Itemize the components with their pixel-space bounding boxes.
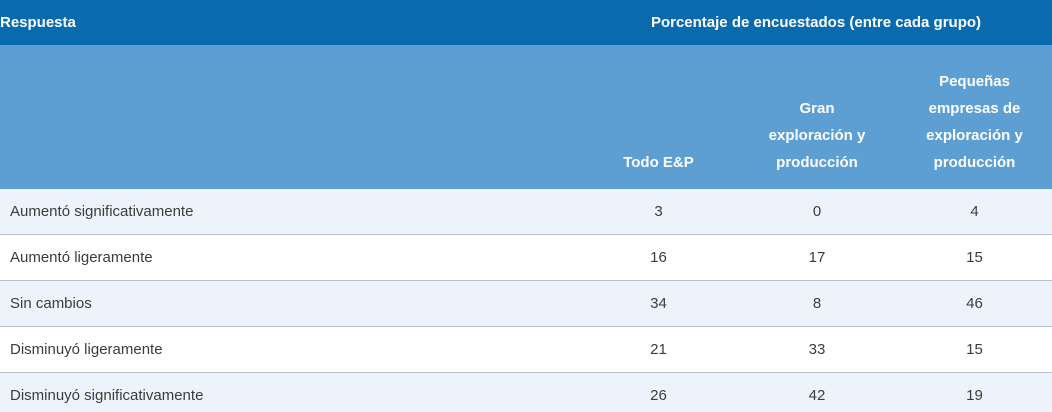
cell-value: 17 bbox=[737, 234, 897, 281]
cell-value: 16 bbox=[580, 234, 737, 281]
row-label: Disminuyó ligeramente bbox=[0, 326, 580, 373]
cell-value: 15 bbox=[897, 234, 1052, 281]
row-label: Sin cambios bbox=[0, 280, 580, 327]
cell-value: 15 bbox=[897, 326, 1052, 373]
table-row: Disminuyó ligeramente 21 33 15 bbox=[0, 326, 1052, 373]
cell-value: 42 bbox=[737, 372, 897, 412]
cell-value: 26 bbox=[580, 372, 737, 412]
cell-value: 33 bbox=[737, 326, 897, 373]
cell-value: 3 bbox=[654, 203, 663, 220]
table-row: Sin cambios 34 8 46 bbox=[0, 280, 1052, 327]
column-header-label: Todo E&P bbox=[623, 154, 694, 171]
table-row: Disminuyó significativamente 26 42 19 bbox=[0, 372, 1052, 412]
cell-value: 19 bbox=[897, 372, 1052, 412]
column-header-label: Gran exploración y producción bbox=[768, 100, 866, 171]
cell-value: 46 bbox=[897, 280, 1052, 327]
column-header-group: Porcentaje de encuestados (entre cada gr… bbox=[580, 0, 1052, 45]
sub-header-row: Todo E&P Gran exploración y producción P… bbox=[0, 45, 1052, 189]
column-header-gran-exploracion: Gran exploración y producción bbox=[737, 45, 897, 189]
cell-value: 34 bbox=[580, 280, 737, 327]
cell-value: 4 bbox=[970, 203, 979, 220]
row-label: Aumentó ligeramente bbox=[0, 234, 580, 281]
subheader-empty-cell bbox=[0, 45, 580, 189]
row-label: Aumentó significativamente bbox=[10, 203, 194, 220]
cell-value: 8 bbox=[737, 280, 897, 327]
column-header-pequenas-empresas: Pequeñas empresas de exploración y produ… bbox=[897, 45, 1052, 189]
column-header-label: Pequeñas empresas de exploración y produ… bbox=[926, 73, 1023, 171]
table-row: Aumentó ligeramente 16 17 15 bbox=[0, 234, 1052, 281]
column-header-respuesta: Respuesta bbox=[0, 0, 580, 45]
table-row: Aumentó significativamente 3 0 4 bbox=[0, 189, 1052, 235]
column-header-todo-ep: Todo E&P bbox=[580, 45, 737, 189]
top-header-row: Respuesta Porcentaje de encuestados (ent… bbox=[0, 0, 1052, 45]
cell-value: 0 bbox=[812, 203, 822, 220]
cell-value: 21 bbox=[580, 326, 737, 373]
row-label: Disminuyó significativamente bbox=[0, 372, 580, 412]
